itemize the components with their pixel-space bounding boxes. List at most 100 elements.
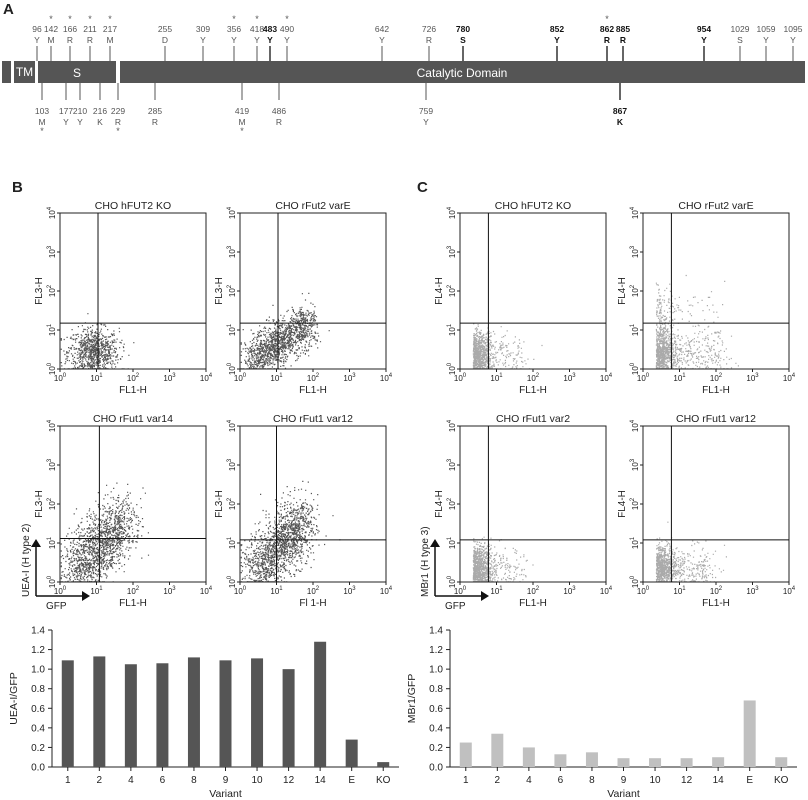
- sites-bottom: 103M*177Y210Y216K229R*285R419M*486R759Y8…: [35, 83, 627, 136]
- y-tick-label: 101: [630, 536, 640, 549]
- site-number: 954: [697, 24, 711, 34]
- site-residue: Y: [554, 35, 560, 45]
- site-star: *: [232, 14, 236, 24]
- site-residue: R: [67, 35, 73, 45]
- flow-event-cloud: [472, 536, 534, 583]
- flow-plot-xlabel: FL1-H: [519, 385, 547, 396]
- flow-plot-title: CHO rFut1 var12: [273, 413, 353, 425]
- site-number: 483: [263, 24, 277, 34]
- y-tick-label: 103: [447, 458, 457, 471]
- x-tick-label: 1: [463, 775, 469, 786]
- gene-map: TM S Catalytic Domain 96Y*142M*166R*211R…: [2, 14, 805, 136]
- y-tick-label: 1.0: [429, 665, 443, 676]
- flow-plot-xlabel: FL1-H: [702, 385, 730, 396]
- flow-plot-ylabel: FL4-H: [434, 277, 445, 305]
- bar-chart-ylabel: MBr1/GFP: [406, 674, 418, 724]
- site-number: 356: [227, 24, 241, 34]
- bar-6: [554, 754, 567, 767]
- bar-E: [743, 700, 756, 767]
- flow-plot-ylabel: FL4-H: [617, 277, 628, 305]
- site-star: *: [88, 14, 92, 24]
- y-tick-label: 1.4: [31, 626, 45, 637]
- x-tick-label: 4: [526, 775, 532, 786]
- bar-10: [649, 758, 662, 767]
- x-tick-label: 101: [270, 586, 283, 596]
- axis-arrow-b-ylabel: UEA-I (H type 2): [21, 524, 32, 597]
- flow-plot-title: CHO hFUT2 KO: [495, 200, 571, 212]
- axis-arrow-b-xlabel: GFP: [46, 601, 67, 612]
- site-residue: Y: [267, 35, 273, 45]
- y-tick-label: 0.0: [31, 763, 45, 774]
- bar-12: [282, 669, 295, 767]
- flow-plots: CHO hFUT2 KO 100 100 101 101 102 102 103 103 104 1…: [34, 200, 796, 609]
- site-residue: Y: [790, 35, 796, 45]
- x-tick-label: 101: [673, 373, 686, 383]
- site-number: 867: [613, 106, 627, 116]
- site-residue: Y: [284, 35, 290, 45]
- x-tick-label: 4: [128, 775, 134, 786]
- flow-plot-frame: [239, 212, 387, 370]
- y-tick-label: 102: [227, 497, 237, 510]
- panel-label-b: B: [12, 179, 23, 196]
- site-number: 885: [616, 24, 630, 34]
- axis-arrow-b: UEA-I (H type 2) GFP: [21, 524, 90, 612]
- axis-arrow-c-ylabel: MBr1 (H type 3): [420, 526, 431, 597]
- site-residue: R: [115, 117, 121, 127]
- flow-event-cloud: [655, 521, 727, 583]
- y-tick-label: 103: [447, 245, 457, 258]
- x-tick-label: 9: [621, 775, 627, 786]
- y-tick-label: 0.2: [429, 743, 443, 754]
- flow-plot-ylabel: FL3-H: [34, 277, 45, 305]
- x-tick-label: 100: [54, 586, 67, 596]
- x-tick-label: 1: [65, 775, 71, 786]
- y-tick-label: 0.8: [31, 684, 45, 695]
- site-number: 486: [272, 106, 286, 116]
- flow-events: [472, 536, 534, 583]
- flow-plot-xlabel: FL1-H: [119, 598, 147, 609]
- flow-plot-ylabel: FL3-H: [214, 277, 225, 305]
- y-tick-label: 102: [447, 497, 457, 510]
- bar-chart-xlabel: Variant: [607, 788, 640, 800]
- y-tick-label: 104: [47, 206, 57, 219]
- site-residue: Y: [77, 117, 83, 127]
- x-tick-label: 100: [637, 586, 650, 596]
- domain-catalytic: [120, 61, 805, 83]
- y-tick-label: 0.2: [31, 743, 45, 754]
- x-tick-label: 102: [127, 586, 140, 596]
- y-tick-label: 100: [447, 575, 457, 588]
- flow-plot-title: CHO rFut2 varE: [678, 200, 753, 212]
- x-tick-label: 2: [495, 775, 501, 786]
- x-tick-label: 100: [454, 373, 467, 383]
- y-tick-label: 0.4: [429, 723, 443, 734]
- x-tick-label: KO: [774, 775, 789, 786]
- flow-event-cloud: [240, 292, 330, 370]
- site-star: *: [116, 126, 120, 136]
- y-tick-label: 103: [630, 245, 640, 258]
- x-tick-label: 101: [490, 586, 503, 596]
- site-number: 217: [103, 24, 117, 34]
- bar-10: [251, 658, 264, 767]
- flow-event-cloud: [472, 323, 543, 370]
- y-tick-label: 104: [47, 419, 57, 432]
- y-tick-label: 102: [630, 497, 640, 510]
- site-residue: Y: [701, 35, 707, 45]
- y-tick-label: 102: [47, 497, 57, 510]
- x-tick-label: 103: [163, 373, 176, 383]
- axis-arrow-c-xlabel: GFP: [445, 601, 466, 612]
- site-star: *: [68, 14, 72, 24]
